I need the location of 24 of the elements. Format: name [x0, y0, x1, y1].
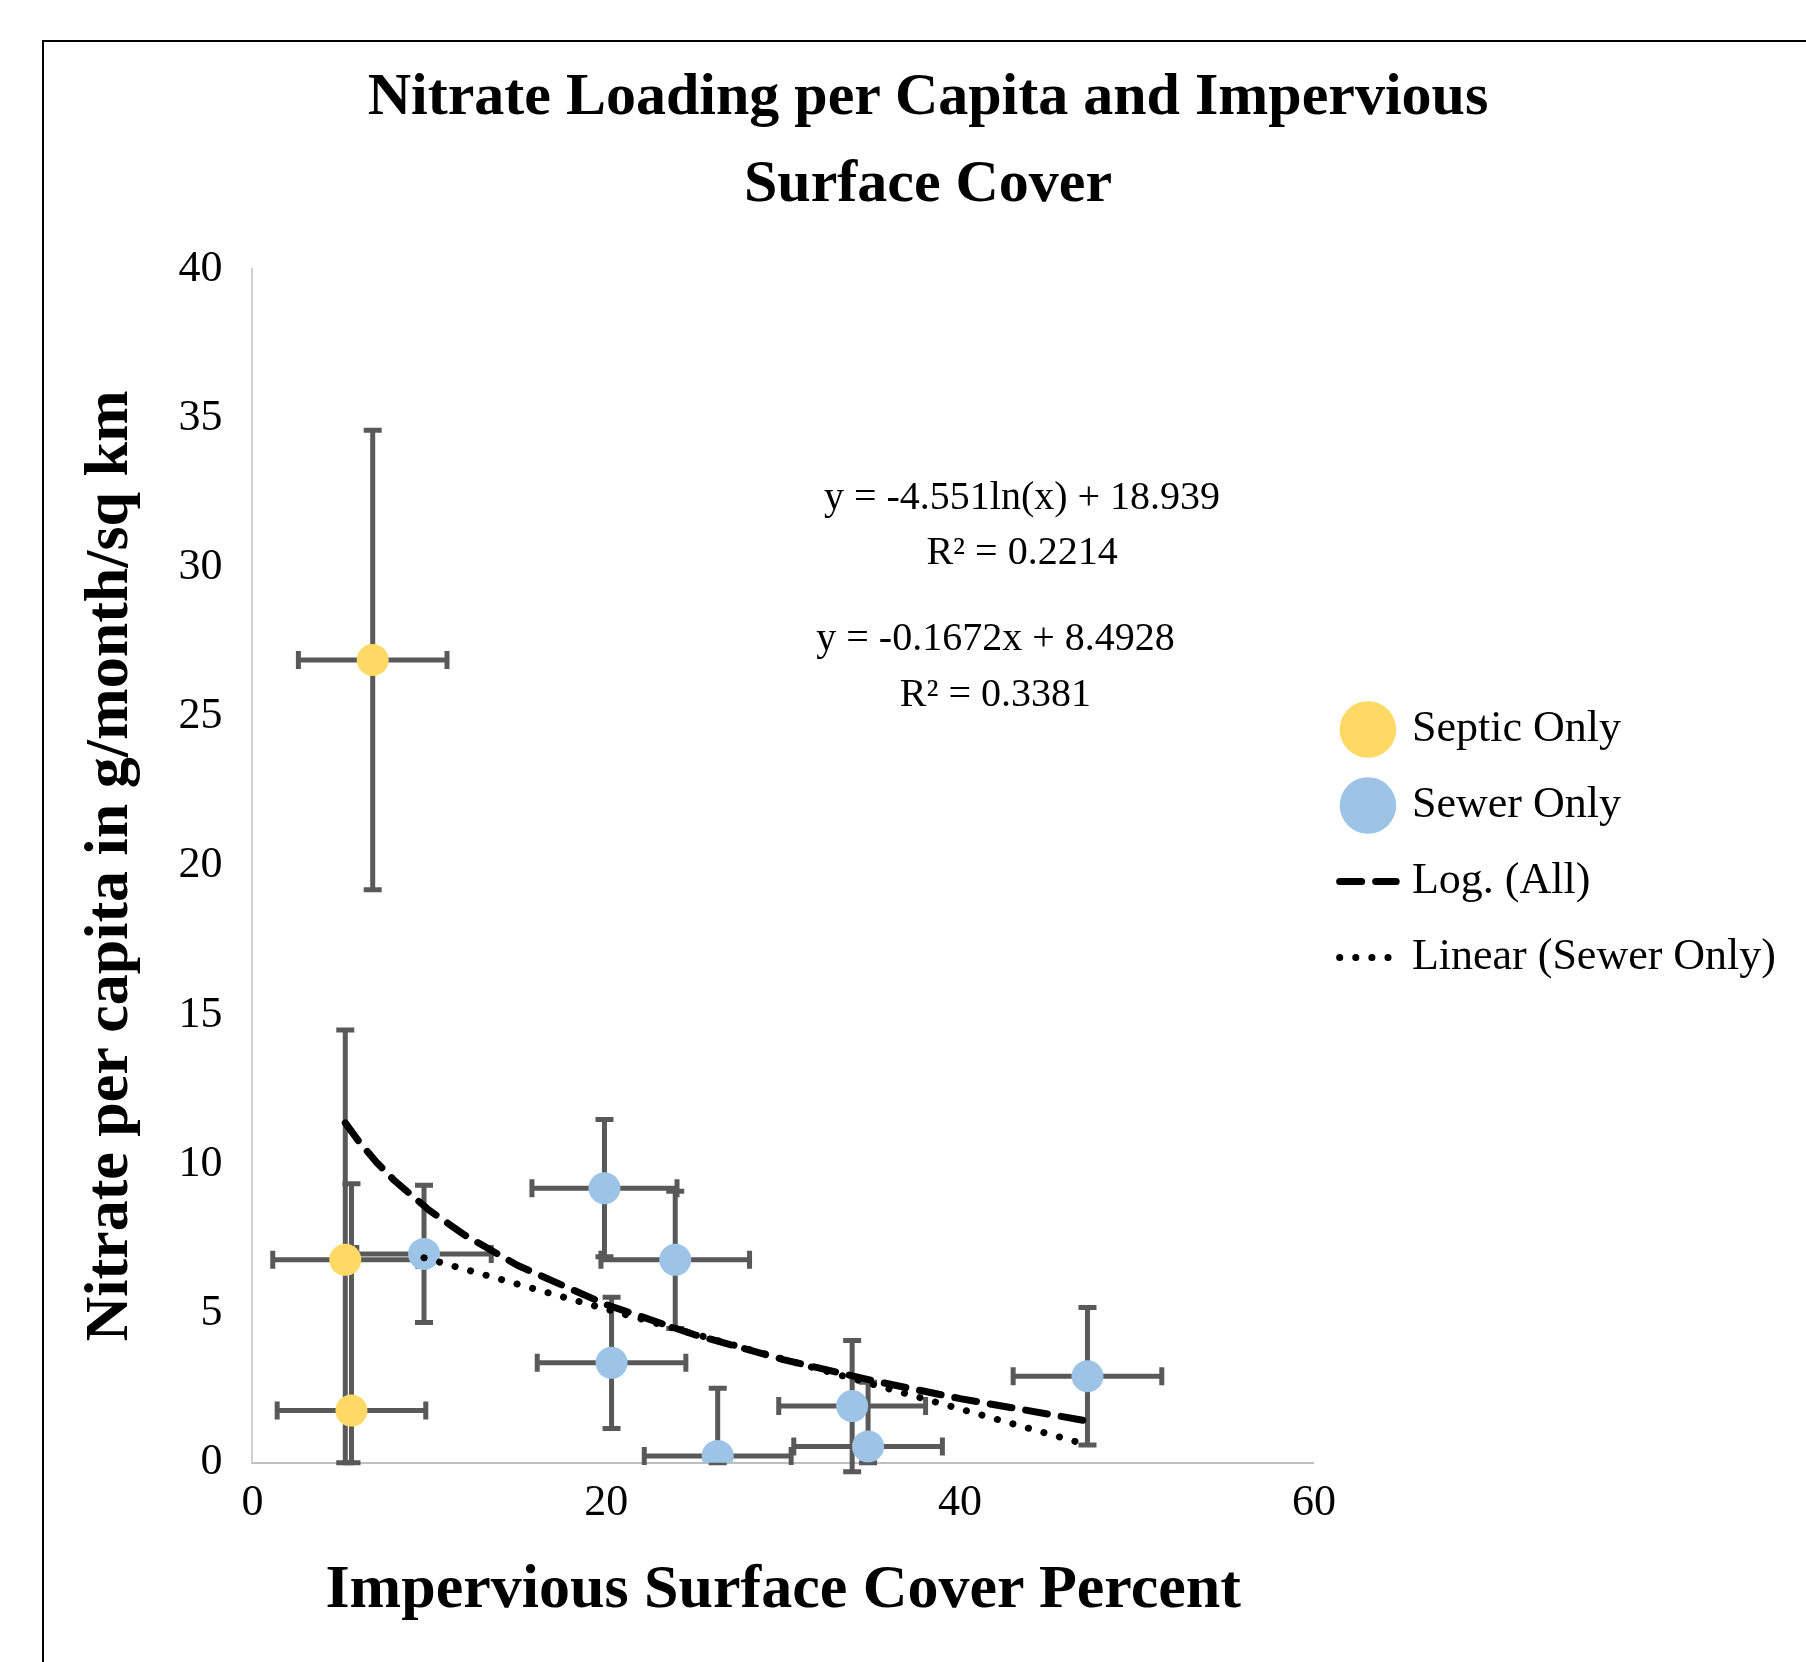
y-axis-title: Nitrate per capita in g/month/sq km: [72, 390, 141, 1342]
annotation: R² = 0.2214: [926, 527, 1118, 573]
x-tick-label: 0: [241, 1475, 264, 1525]
annotation: y = -4.551ln(x) + 18.939: [823, 472, 1221, 518]
x-tick-label: 20: [584, 1475, 629, 1525]
y-tick-label: 0: [200, 1435, 223, 1485]
legend-label: Linear (Sewer Only): [1411, 930, 1776, 980]
y-tick-label: 40: [178, 241, 223, 291]
y-tick-label: 35: [178, 390, 223, 440]
chart-title: Nitrate Loading per Capita and Impervious Surface Cover: [367, 61, 1489, 214]
legend-label: Sewer Only: [1411, 778, 1621, 828]
x-tick-label: 40: [938, 1475, 983, 1525]
y-tick-label: 25: [178, 689, 223, 739]
legend-label: Septic Only: [1411, 702, 1621, 752]
x-tick-label: 60: [1291, 1475, 1336, 1525]
y-tick-label: 15: [178, 987, 223, 1037]
annotation: R² = 0.3381: [899, 669, 1092, 715]
legend-label: Log. (All): [1411, 854, 1591, 904]
y-tick-label: 30: [178, 540, 223, 590]
y-tick-label: 20: [178, 838, 223, 888]
x-axis-title: Impervious Surface Cover Percent: [325, 1551, 1242, 1620]
y-tick-label: 5: [200, 1286, 223, 1336]
y-tick-label: 10: [178, 1136, 223, 1186]
annotation: y = -0.1672x + 8.4928: [816, 613, 1175, 659]
